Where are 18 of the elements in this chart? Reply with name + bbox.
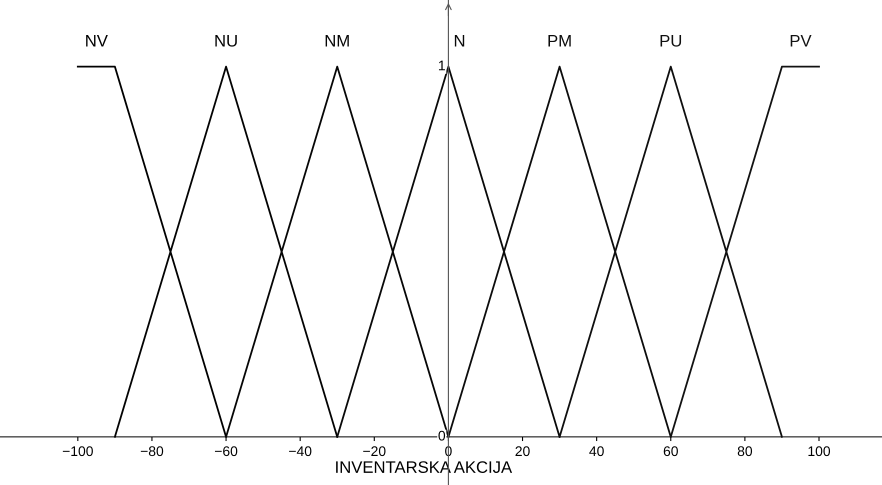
y-tick-label: 1 [438,60,445,70]
x-tick-label: −20 [363,446,386,456]
series-label: PV [790,35,812,47]
series-label: NM [326,35,349,47]
series-label: NU [215,35,237,47]
series-label: N [454,35,464,47]
x-tick-label: 40 [589,446,604,456]
x-tick-label: 60 [664,446,678,456]
x-tick-label: −40 [289,446,312,456]
x-tick-label: 100 [808,446,830,456]
series-label: PU [660,35,682,47]
series-label: NV [86,35,108,47]
series-label: PM [548,35,571,47]
x-tick-label: −60 [214,446,238,456]
x-tick-label: −100 [62,446,93,456]
x-tick-label: 20 [516,446,530,456]
x-tick-label: 80 [738,446,752,456]
x-tick-label: −80 [140,446,164,456]
